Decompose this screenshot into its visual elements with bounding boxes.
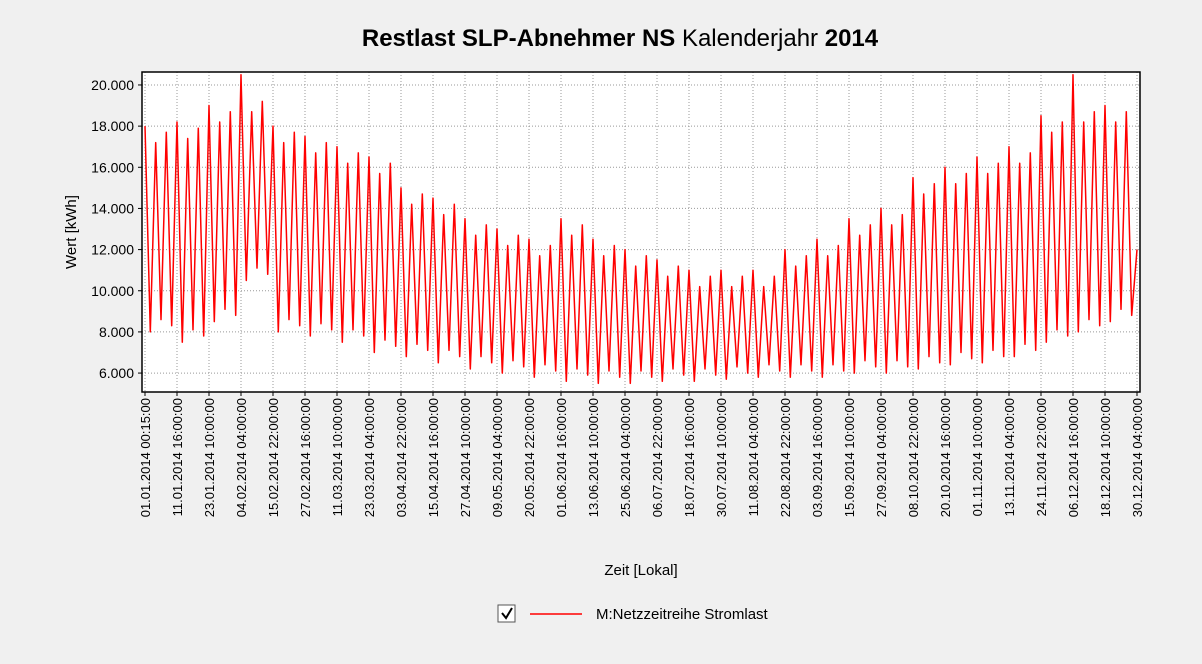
x-tick-label: 01.06.2014 16:00:00	[554, 398, 569, 517]
y-tick-label: 20.000	[91, 77, 134, 93]
x-tick-label: 27.04.2014 10:00:00	[458, 398, 473, 517]
y-tick-label: 12.000	[91, 242, 134, 258]
x-tick-label: 09.05.2014 04:00:00	[490, 398, 505, 517]
x-tick-label: 03.04.2014 22:00:00	[394, 398, 409, 517]
x-tick-label: 27.02.2014 16:00:00	[298, 398, 313, 517]
x-tick-label: 30.12.2014 04:00:00	[1130, 398, 1145, 517]
x-tick-label: 13.11.2014 04:00:00	[1002, 398, 1017, 516]
y-tick-label: 8.000	[99, 324, 134, 340]
check-mark	[501, 607, 513, 620]
title-part: 2014	[825, 25, 879, 52]
x-axis-label: Zeit [Lokal]	[604, 562, 677, 579]
x-tick-label: 20.10.2014 16:00:00	[938, 398, 953, 517]
y-tick-label: 16.000	[91, 159, 134, 175]
y-tick-label: 10.000	[91, 283, 134, 299]
x-tick-label: 08.10.2014 22:00:00	[906, 398, 921, 517]
title-part: Restlast SLP-Abnehmer NS	[362, 25, 675, 52]
x-tick-label: 15.04.2014 16:00:00	[426, 398, 441, 517]
x-tick-label: 20.05.2014 22:00:00	[522, 398, 537, 517]
chart-title: Restlast SLP-Abnehmer NS Kalenderjahr 20…	[362, 25, 879, 52]
x-tick-label: 18.07.2014 16:00:00	[682, 398, 697, 517]
x-tick-label: 24.11.2014 22:00:00	[1034, 398, 1049, 516]
legend-checkbox[interactable]	[497, 604, 516, 623]
x-tick-label: 06.07.2014 22:00:00	[650, 398, 665, 517]
x-tick-label: 01.11.2014 10:00:00	[970, 398, 985, 516]
y-axis-label: Wert [kWh]	[63, 195, 80, 269]
plot-border	[141, 71, 1141, 393]
x-tick-label: 15.09.2014 10:00:00	[842, 398, 857, 517]
x-tick-label: 13.06.2014 10:00:00	[586, 398, 601, 517]
x-tick-label: 11.03.2014 10:00:00	[330, 398, 345, 516]
legend-label: M:Netzzeitreihe Stromlast	[596, 606, 769, 623]
x-tick-label: 15.02.2014 22:00:00	[266, 398, 281, 517]
x-tick-label: 06.12.2014 16:00:00	[1066, 398, 1081, 517]
title-part: Kalenderjahr	[675, 25, 824, 52]
x-tick-label: 30.07.2014 10:00:00	[714, 398, 729, 517]
x-tick-label: 03.09.2014 16:00:00	[810, 398, 825, 517]
plot-area	[142, 72, 1140, 392]
x-tick-label: 23.03.2014 04:00:00	[362, 398, 377, 517]
x-tick-label: 25.06.2014 04:00:00	[618, 398, 633, 517]
x-tick-label: 11.08.2014 04:00:00	[746, 398, 761, 516]
y-tick-label: 18.000	[91, 118, 134, 134]
x-tick-label: 27.09.2014 04:00:00	[874, 398, 889, 517]
y-tick-label: 6.000	[99, 365, 134, 381]
x-tick-label: 18.12.2014 10:00:00	[1098, 398, 1113, 517]
x-tick-label: 22.08.2014 22:00:00	[778, 398, 793, 517]
y-tick-label: 14.000	[91, 200, 134, 216]
series-line	[144, 73, 1138, 385]
x-tick-label: 11.01.2014 16:00:00	[170, 398, 185, 516]
x-tick-label: 04.02.2014 04:00:00	[234, 398, 249, 517]
x-tick-label: 01.01.2014 00:15:00	[138, 398, 153, 517]
x-tick-label: 23.01.2014 10:00:00	[202, 398, 217, 517]
